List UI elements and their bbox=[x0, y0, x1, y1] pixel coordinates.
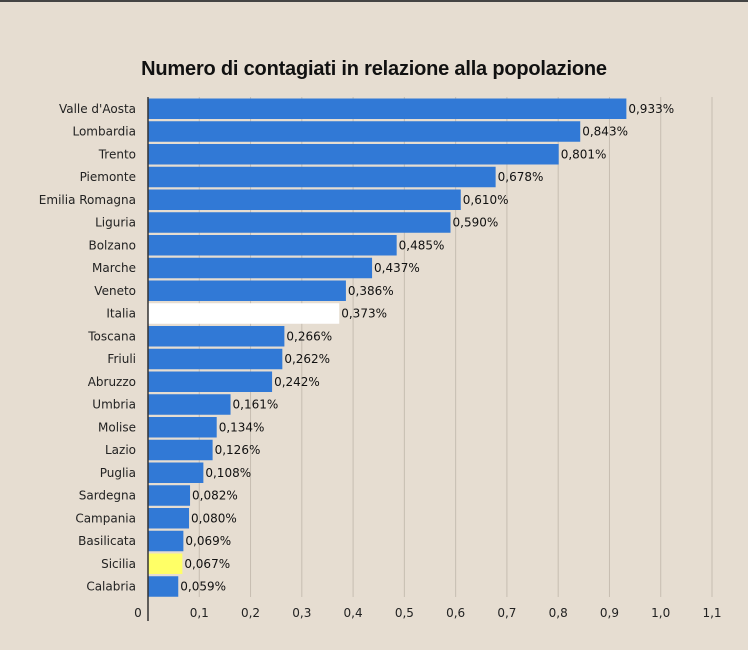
bar bbox=[148, 144, 559, 165]
bar bbox=[148, 530, 184, 552]
bar bbox=[148, 257, 373, 279]
category-label: Abruzzo bbox=[88, 375, 136, 389]
bar bbox=[148, 576, 179, 597]
value-label: 0,262% bbox=[284, 352, 330, 366]
bar bbox=[148, 166, 496, 188]
x-tick-label: 0 bbox=[134, 606, 142, 620]
value-label: 0,437% bbox=[374, 261, 420, 275]
category-label: Toscana bbox=[87, 329, 136, 343]
bar bbox=[148, 508, 190, 529]
value-label: 0,933% bbox=[628, 102, 674, 116]
value-label: 0,843% bbox=[582, 125, 628, 139]
x-tick-label: 0,2 bbox=[241, 606, 260, 620]
bar bbox=[148, 121, 581, 142]
category-label: Puglia bbox=[100, 466, 136, 480]
bar bbox=[148, 485, 191, 506]
value-label: 0,373% bbox=[341, 307, 387, 321]
x-tick-label: 0,7 bbox=[497, 606, 516, 620]
category-label: Lombardia bbox=[72, 125, 136, 139]
x-tick-label: 0,6 bbox=[446, 606, 465, 620]
x-tick-label: 0,1 bbox=[190, 606, 209, 620]
bar bbox=[148, 98, 627, 119]
x-tick-label: 1,1 bbox=[702, 606, 721, 620]
value-label: 0,108% bbox=[205, 466, 251, 480]
x-tick-label: 1,0 bbox=[651, 606, 670, 620]
value-label: 0,678% bbox=[498, 170, 544, 184]
category-label: Trento bbox=[98, 147, 136, 161]
category-label: Emilia Romagna bbox=[39, 193, 136, 207]
category-label: Valle d'Aosta bbox=[59, 102, 136, 116]
category-label: Campania bbox=[75, 511, 136, 525]
chart-title: Numero di contagiati in relazione alla p… bbox=[141, 58, 607, 80]
category-label: Piemonte bbox=[80, 170, 136, 184]
bar bbox=[148, 303, 340, 324]
bar bbox=[148, 212, 451, 233]
x-tick-label: 0,8 bbox=[549, 606, 568, 620]
x-tick-label: 0,3 bbox=[292, 606, 311, 620]
bar bbox=[148, 439, 213, 461]
value-label: 0,067% bbox=[184, 557, 230, 571]
category-label: Veneto bbox=[94, 284, 136, 298]
value-label: 0,082% bbox=[192, 489, 238, 503]
category-label: Lazio bbox=[105, 443, 136, 457]
value-label: 0,069% bbox=[185, 534, 231, 548]
value-label: 0,242% bbox=[274, 375, 320, 389]
category-label: Sicilia bbox=[101, 557, 136, 571]
value-label: 0,059% bbox=[180, 580, 226, 594]
x-tick-label: 0,9 bbox=[600, 606, 619, 620]
bar bbox=[148, 235, 397, 256]
value-label: 0,134% bbox=[219, 420, 265, 434]
value-label: 0,266% bbox=[286, 329, 332, 343]
category-label: Friuli bbox=[107, 352, 136, 366]
bar bbox=[148, 371, 273, 392]
category-label: Basilicata bbox=[78, 534, 136, 548]
category-label: Molise bbox=[98, 420, 136, 434]
bar bbox=[148, 326, 285, 347]
category-label: Liguria bbox=[95, 216, 136, 230]
category-label: Calabria bbox=[86, 580, 136, 594]
bar bbox=[148, 189, 461, 210]
value-label: 0,080% bbox=[191, 511, 237, 525]
bar bbox=[148, 394, 231, 415]
value-label: 0,801% bbox=[561, 147, 607, 161]
category-label: Marche bbox=[92, 261, 136, 275]
bar bbox=[148, 280, 346, 301]
value-label: 0,485% bbox=[399, 238, 445, 252]
value-label: 0,590% bbox=[453, 216, 499, 230]
category-label: Italia bbox=[106, 307, 136, 321]
x-tick-label: 0,4 bbox=[344, 606, 363, 620]
bar bbox=[148, 462, 204, 483]
bar bbox=[148, 348, 283, 370]
category-label: Bolzano bbox=[88, 238, 136, 252]
value-label: 0,386% bbox=[348, 284, 394, 298]
value-label: 0,610% bbox=[463, 193, 509, 207]
category-label: Umbria bbox=[92, 398, 136, 412]
x-tick-label: 0,5 bbox=[395, 606, 414, 620]
category-label: Sardegna bbox=[79, 489, 136, 503]
top-border bbox=[0, 0, 748, 2]
value-label: 0,161% bbox=[233, 398, 279, 412]
value-label: 0,126% bbox=[215, 443, 261, 457]
bar bbox=[148, 553, 183, 574]
bar bbox=[148, 417, 217, 438]
